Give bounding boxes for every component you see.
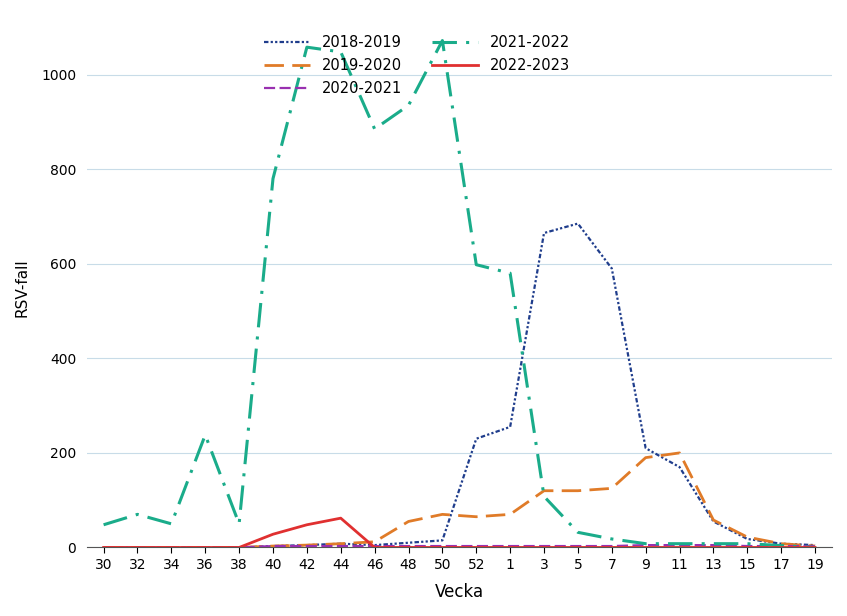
X-axis label: Vecka: Vecka [435, 583, 484, 601]
Y-axis label: RSV-fall: RSV-fall [15, 258, 30, 317]
Legend: 2018-2019, 2019-2020, 2020-2021, 2021-2022, 2022-2023, : 2018-2019, 2019-2020, 2020-2021, 2021-20… [258, 30, 576, 102]
